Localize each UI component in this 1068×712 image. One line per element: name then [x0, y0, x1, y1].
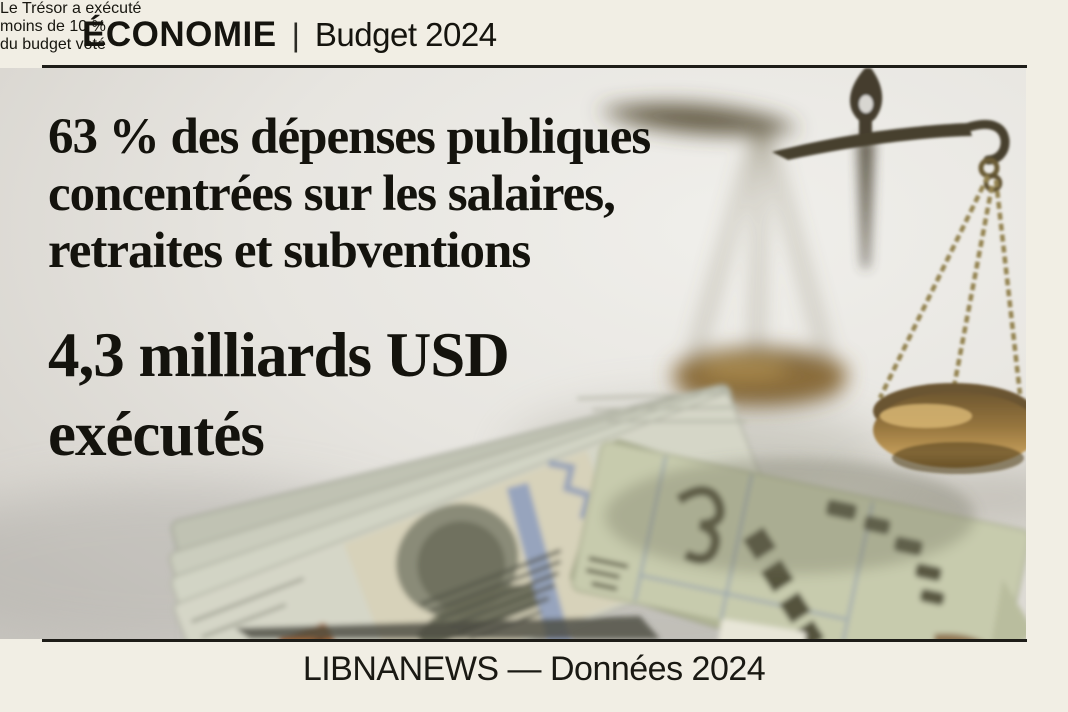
beam-hook	[961, 120, 1010, 165]
lebanese-banknotes	[570, 439, 1026, 639]
left-pan-highlight	[701, 358, 789, 378]
photo-scales-and-banknotes	[0, 68, 1026, 639]
balance-needle	[858, 138, 874, 268]
balance-beam	[772, 123, 972, 160]
kicker-edition: Budget 2024	[314, 16, 497, 53]
photo-art	[0, 68, 1026, 639]
balance-in-focus	[772, 68, 1026, 474]
left-beam-arm	[598, 103, 800, 135]
bottom-rule	[42, 639, 1027, 642]
right-pan	[873, 383, 1026, 474]
top-rule	[42, 65, 1027, 68]
kicker-separator-bar: |	[291, 17, 300, 53]
pan-chains	[877, 175, 1023, 409]
kicker: ÉCONOMIE | Budget 2024	[82, 15, 497, 55]
footer-credit: LIBNANEWS — Données 2024	[302, 650, 766, 688]
left-pan-strings	[691, 131, 829, 363]
usd-stack-edge	[235, 616, 660, 639]
kicker-category: ÉCONOMIE	[82, 15, 277, 54]
